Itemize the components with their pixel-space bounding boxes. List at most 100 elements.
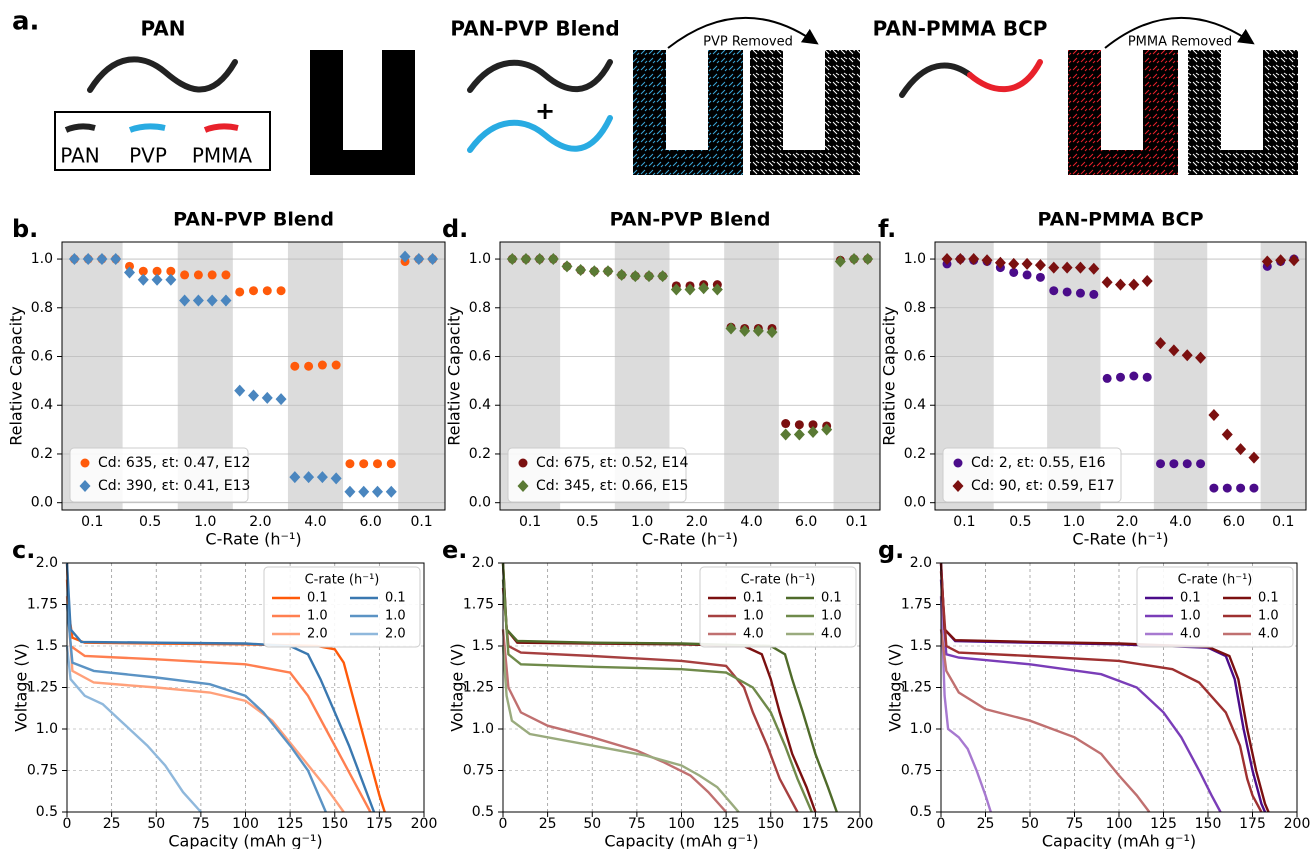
y-tick-label: 1.0 <box>469 251 491 267</box>
y-tick-label: 1.75 <box>463 597 494 613</box>
y-tick-label: 0.0 <box>31 495 53 511</box>
diamond-marker <box>994 256 1006 269</box>
diamond-marker <box>289 471 301 484</box>
line-series <box>65 596 345 813</box>
pan-chain <box>467 59 613 93</box>
x-tick-label: 1.0 <box>194 514 216 530</box>
diamond-marker <box>316 471 328 484</box>
diamond-marker <box>413 253 425 266</box>
diamond-marker <box>261 391 273 404</box>
legend-label: 0.1 <box>1180 591 1201 606</box>
diamond-marker <box>206 294 218 307</box>
diamond-marker <box>137 273 149 286</box>
pan-block <box>899 62 973 98</box>
diamond-marker <box>643 270 655 283</box>
y-axis-label: Relative Capacity <box>880 306 899 446</box>
legend-label: 4.0 <box>743 627 764 642</box>
legend-label: 4.0 <box>1258 627 1279 642</box>
legend-label: 1.0 <box>307 609 328 624</box>
circle-marker <box>1156 459 1166 469</box>
diamond-marker <box>941 253 953 266</box>
diamond-marker <box>151 273 163 286</box>
x-tick-label: 150 <box>1195 816 1222 832</box>
x-tick-label: 75 <box>1066 816 1084 832</box>
x-tick-label: 6.0 <box>359 514 381 530</box>
diamond-marker <box>234 384 246 397</box>
blend-title: PAN-PVP Blend <box>450 17 619 41</box>
y-tick-label: 1.0 <box>904 251 926 267</box>
diamond-marker <box>575 264 587 277</box>
diamond-marker <box>1248 451 1260 464</box>
diamond-marker <box>1061 261 1073 274</box>
circle-marker <box>290 361 300 371</box>
circle-marker <box>1102 373 1112 383</box>
x-tick-label: 0 <box>499 816 508 832</box>
circle-marker <box>1129 371 1139 381</box>
x-tick-label: 1.0 <box>1063 514 1085 530</box>
diamond-marker <box>520 253 532 266</box>
y-tick-label: 0.0 <box>469 495 491 511</box>
circle-marker <box>1022 270 1032 280</box>
diamond-marker <box>1074 261 1086 274</box>
diamond-marker <box>110 253 122 266</box>
diamond-marker <box>1288 254 1300 267</box>
diamond-marker <box>68 253 80 266</box>
x-axis-label: C-Rate (h⁻¹) <box>642 530 738 549</box>
y-tick-label: 0.8 <box>904 300 926 316</box>
line-series <box>501 562 838 813</box>
circle-marker <box>207 270 217 280</box>
x-tick-label: 175 <box>1239 816 1266 832</box>
diamond-marker <box>725 322 737 335</box>
x-tick-label: 0.1 <box>410 514 432 530</box>
y-tick-label: 0.4 <box>469 397 491 413</box>
legend-box <box>1136 566 1294 648</box>
circle-marker <box>1075 288 1085 298</box>
chart-title: PAN-PMMA BCP <box>1037 209 1203 231</box>
legend-title: C-rate (h⁻¹) <box>305 573 380 588</box>
circle-marker <box>166 266 176 276</box>
diamond-marker <box>1088 262 1100 275</box>
x-tick-label: 25 <box>977 816 995 832</box>
y-tick-label: 0.8 <box>31 300 53 316</box>
circle-marker <box>249 286 258 296</box>
line-series <box>65 604 327 813</box>
y-tick-label: 1.0 <box>31 251 53 267</box>
diamond-marker <box>165 273 177 286</box>
diamond-marker <box>399 250 411 263</box>
diamond-marker <box>1181 349 1193 362</box>
legend-label: 2.0 <box>385 627 406 642</box>
y-tick-label: 1.0 <box>910 721 932 737</box>
diamond-marker <box>1115 278 1126 291</box>
legend-box <box>942 447 1122 503</box>
y-tick-label: 1.75 <box>27 597 58 613</box>
y-tick-label: 2.0 <box>910 555 932 571</box>
x-tick-label: 175 <box>366 816 393 832</box>
x-tick-label: 6.0 <box>795 514 817 530</box>
x-axis-label: C-Rate (h⁻¹) <box>1072 530 1168 549</box>
circle-marker <box>1035 272 1045 282</box>
diamond-marker <box>684 283 696 296</box>
diamond-marker <box>1195 351 1207 364</box>
diamond-marker <box>1275 254 1287 267</box>
x-tick-label: 100 <box>1106 816 1133 832</box>
diamond-marker <box>275 393 287 406</box>
diamond-marker <box>766 326 778 339</box>
x-tick-label: 2.0 <box>249 514 271 530</box>
diamond-marker <box>793 428 805 441</box>
x-tick-label: 2.0 <box>1116 514 1138 530</box>
diamond-marker <box>1235 443 1247 456</box>
y-tick-label: 1.25 <box>463 680 494 696</box>
diamond-marker <box>517 480 529 492</box>
diamond-marker <box>1155 337 1167 350</box>
x-tick-label: 125 <box>713 816 740 832</box>
circle-marker <box>1236 483 1246 493</box>
circle-marker <box>518 458 528 468</box>
x-tick-label: 50 <box>583 816 601 832</box>
y-tick-label: 0.5 <box>36 804 58 820</box>
legend-title: C-rate (h⁻¹) <box>1178 573 1253 588</box>
arrow <box>1104 16 1255 49</box>
plot-frame <box>940 562 1298 813</box>
diamond-marker <box>752 324 764 337</box>
diamond-marker <box>358 485 370 498</box>
